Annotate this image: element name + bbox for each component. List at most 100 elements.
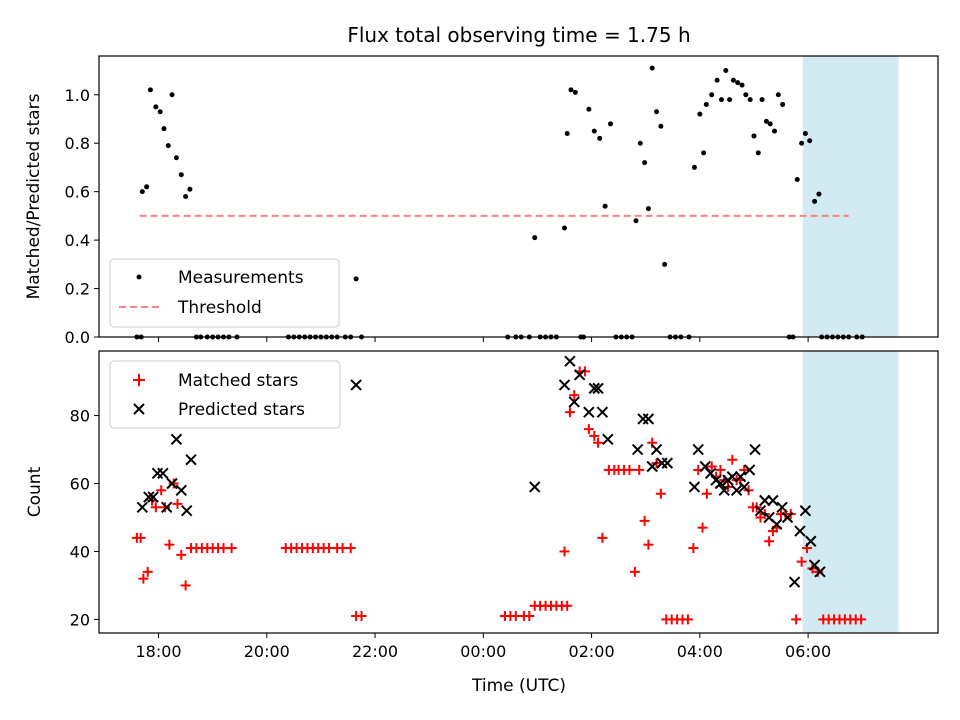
measurement-point bbox=[608, 121, 614, 127]
predicted-star-point bbox=[692, 443, 704, 456]
measurement-point bbox=[772, 128, 778, 134]
measurement-point bbox=[807, 138, 813, 144]
measurement-point bbox=[564, 131, 570, 137]
legend-marker-measurements bbox=[136, 274, 142, 280]
matched-star-point bbox=[697, 522, 708, 533]
measurement-point bbox=[586, 106, 592, 112]
matched-star-point bbox=[629, 566, 640, 577]
matched-star-point bbox=[580, 366, 591, 377]
y-tick-label: 1.0 bbox=[65, 86, 90, 105]
axes-frame bbox=[98, 350, 939, 634]
measurement-point bbox=[763, 118, 769, 124]
x-tick-label: 04:00 bbox=[677, 642, 723, 661]
measurement-points bbox=[134, 65, 865, 340]
predicted-star-point bbox=[170, 433, 183, 446]
matched-star-point bbox=[796, 556, 807, 567]
predicted-star-point bbox=[738, 481, 750, 493]
legend: Matched stars Predicted stars bbox=[109, 360, 341, 429]
axes-frame bbox=[98, 55, 939, 338]
matched-star-point bbox=[701, 488, 712, 499]
measurement-point bbox=[654, 109, 660, 115]
measurement-point bbox=[743, 92, 749, 98]
predicted-star-point bbox=[529, 481, 541, 493]
predicted-star-point bbox=[718, 484, 730, 497]
y-tick-label: 40 bbox=[70, 542, 90, 561]
predicted-star-point bbox=[166, 477, 178, 490]
measurement-point bbox=[649, 65, 655, 71]
predicted-star-point bbox=[794, 525, 806, 537]
predicted-star-point bbox=[157, 467, 169, 480]
x-axis-label: Time (UTC) bbox=[471, 676, 566, 696]
ratio-panel: 0.0 0.2 0.4 0.6 0.8 1.0 Matched/Predicted sta… bbox=[24, 55, 939, 347]
x-ticks: 18:00 20:00 22:00 00:00 02:00 04:00 06:00 bbox=[135, 633, 831, 661]
measurement-point bbox=[637, 140, 643, 146]
measurement-point bbox=[759, 97, 765, 103]
measurement-point bbox=[802, 131, 808, 137]
y-tick-label: 20 bbox=[70, 610, 90, 629]
measurement-point bbox=[591, 128, 597, 134]
measurement-point bbox=[568, 87, 574, 93]
measurement-point bbox=[794, 177, 800, 183]
predicted-star-point bbox=[175, 484, 187, 497]
measurement-point bbox=[662, 261, 668, 267]
matched-star-point bbox=[180, 580, 191, 591]
matched-star-point bbox=[706, 461, 717, 472]
measurement-point bbox=[812, 198, 818, 204]
measurement-point bbox=[775, 92, 781, 98]
x-tick-label: 02:00 bbox=[569, 642, 615, 661]
predicted-star-point bbox=[776, 501, 788, 513]
predicted-star-point bbox=[564, 355, 576, 367]
measurement-point bbox=[173, 155, 179, 161]
measurement-point bbox=[147, 87, 153, 93]
predicted-star-point bbox=[583, 406, 595, 418]
x-tick-label: 06:00 bbox=[785, 642, 831, 661]
measurement-point bbox=[751, 133, 757, 139]
matched-star-point bbox=[682, 614, 693, 625]
predicted-star-point bbox=[743, 464, 756, 476]
y-axis-label: Matched/Predicted stars bbox=[24, 93, 44, 299]
matched-star-point bbox=[226, 543, 237, 554]
measurement-point bbox=[799, 140, 805, 146]
matched-star-point bbox=[791, 614, 802, 625]
predicted-star-point bbox=[602, 433, 614, 446]
x-tick-label: 18:00 bbox=[135, 642, 181, 661]
y-tick-label: 0.0 bbox=[65, 328, 90, 347]
predicted-star-point bbox=[759, 494, 771, 507]
count-panel: 20 40 60 80 18:00 20:00 22:00 00:00 02:00 04:00 0… bbox=[25, 350, 939, 696]
legend: Measurements Threshold bbox=[109, 258, 340, 328]
measurement-point bbox=[139, 189, 145, 195]
matched-star-point bbox=[172, 498, 183, 509]
predicted-star-point bbox=[147, 491, 159, 503]
predicted-star-point bbox=[180, 504, 193, 517]
y-tick-label: 60 bbox=[70, 475, 90, 494]
count-points bbox=[131, 355, 867, 625]
measurement-point bbox=[739, 82, 745, 88]
matched-star-point bbox=[138, 573, 149, 584]
legend-box bbox=[109, 360, 341, 429]
predicted-star-point bbox=[151, 467, 164, 480]
measurement-point bbox=[602, 203, 608, 209]
predicted-star-point bbox=[573, 369, 586, 381]
predicted-star-point bbox=[814, 566, 826, 578]
measurement-point bbox=[645, 206, 651, 212]
matched-star-point bbox=[589, 430, 600, 441]
measurement-point bbox=[562, 225, 568, 231]
matched-star-point bbox=[168, 478, 179, 489]
matched-star-point bbox=[655, 488, 666, 499]
predicted-star-point bbox=[799, 504, 812, 517]
y-tick-label: 0.4 bbox=[65, 231, 90, 250]
y-ticks: 20 40 60 80 bbox=[70, 407, 99, 629]
predicted-star-point bbox=[646, 460, 658, 473]
measurement-point bbox=[165, 143, 171, 149]
predicted-star-point bbox=[749, 443, 761, 456]
measurement-point bbox=[161, 126, 167, 132]
predicted-star-point bbox=[688, 481, 701, 493]
x-ticks bbox=[158, 337, 809, 342]
predicted-star-point bbox=[730, 484, 743, 497]
measurement-point bbox=[730, 77, 736, 83]
measurement-point bbox=[691, 164, 697, 170]
matched-star-point bbox=[634, 464, 645, 475]
measurement-point bbox=[642, 160, 648, 166]
legend-box bbox=[109, 258, 340, 328]
measurement-point bbox=[532, 235, 538, 241]
